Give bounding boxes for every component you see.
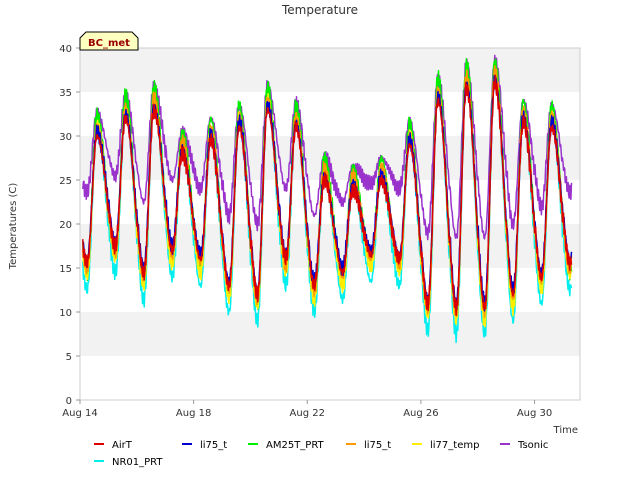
y-tick-label: 10 xyxy=(59,308,72,319)
y-tick-label: 5 xyxy=(66,352,72,363)
y-tick-label: 40 xyxy=(59,44,72,55)
y-tick-label: 35 xyxy=(59,88,72,99)
y-axis-ticks: 0 5 10 15 20 25 30 35 40 xyxy=(59,44,80,407)
y-tick-label: 20 xyxy=(59,220,72,231)
x-tick-label: Aug 18 xyxy=(176,408,211,419)
x-tick-label: Aug 22 xyxy=(290,408,325,419)
y-tick-label: 15 xyxy=(59,264,72,275)
x-tick-label: Aug 14 xyxy=(62,408,97,419)
y-tick-label: 25 xyxy=(59,176,72,187)
station-tag: BC_met xyxy=(79,31,139,51)
legend: AirT li75_t AM25T_PRT li75_t li77_temp Tsonic… xyxy=(94,440,548,468)
x-tick-label: Aug 26 xyxy=(403,408,438,419)
y-tick-label: 0 xyxy=(66,396,72,407)
legend-label: Tsonic xyxy=(517,440,548,451)
legend-label: li77_temp xyxy=(430,440,479,451)
legend-label: NR01_PRT xyxy=(112,457,163,468)
y-axis-title: Temperatures (C) xyxy=(8,183,19,271)
x-axis-title: Time xyxy=(553,425,578,436)
series-line-airt xyxy=(82,74,573,317)
station-tag-box xyxy=(79,31,139,51)
chart-title: Temperature xyxy=(281,3,358,17)
y-tick-label: 30 xyxy=(59,132,72,143)
legend-label: AirT xyxy=(112,440,133,451)
grid-band xyxy=(80,268,580,312)
legend-label: AM25T_PRT xyxy=(266,440,325,451)
legend-label: li75_t xyxy=(200,440,227,451)
grid-band xyxy=(80,356,580,400)
station-tag-label: BC_met xyxy=(88,38,130,49)
legend-label: li75_t xyxy=(364,440,391,451)
grid-band xyxy=(80,224,580,268)
x-axis-ticks: Aug 14 Aug 18 Aug 22 Aug 26 Aug 30 xyxy=(62,400,552,419)
x-tick-label: Aug 30 xyxy=(517,408,552,419)
series-lines xyxy=(82,54,573,344)
grid-band xyxy=(80,312,580,356)
